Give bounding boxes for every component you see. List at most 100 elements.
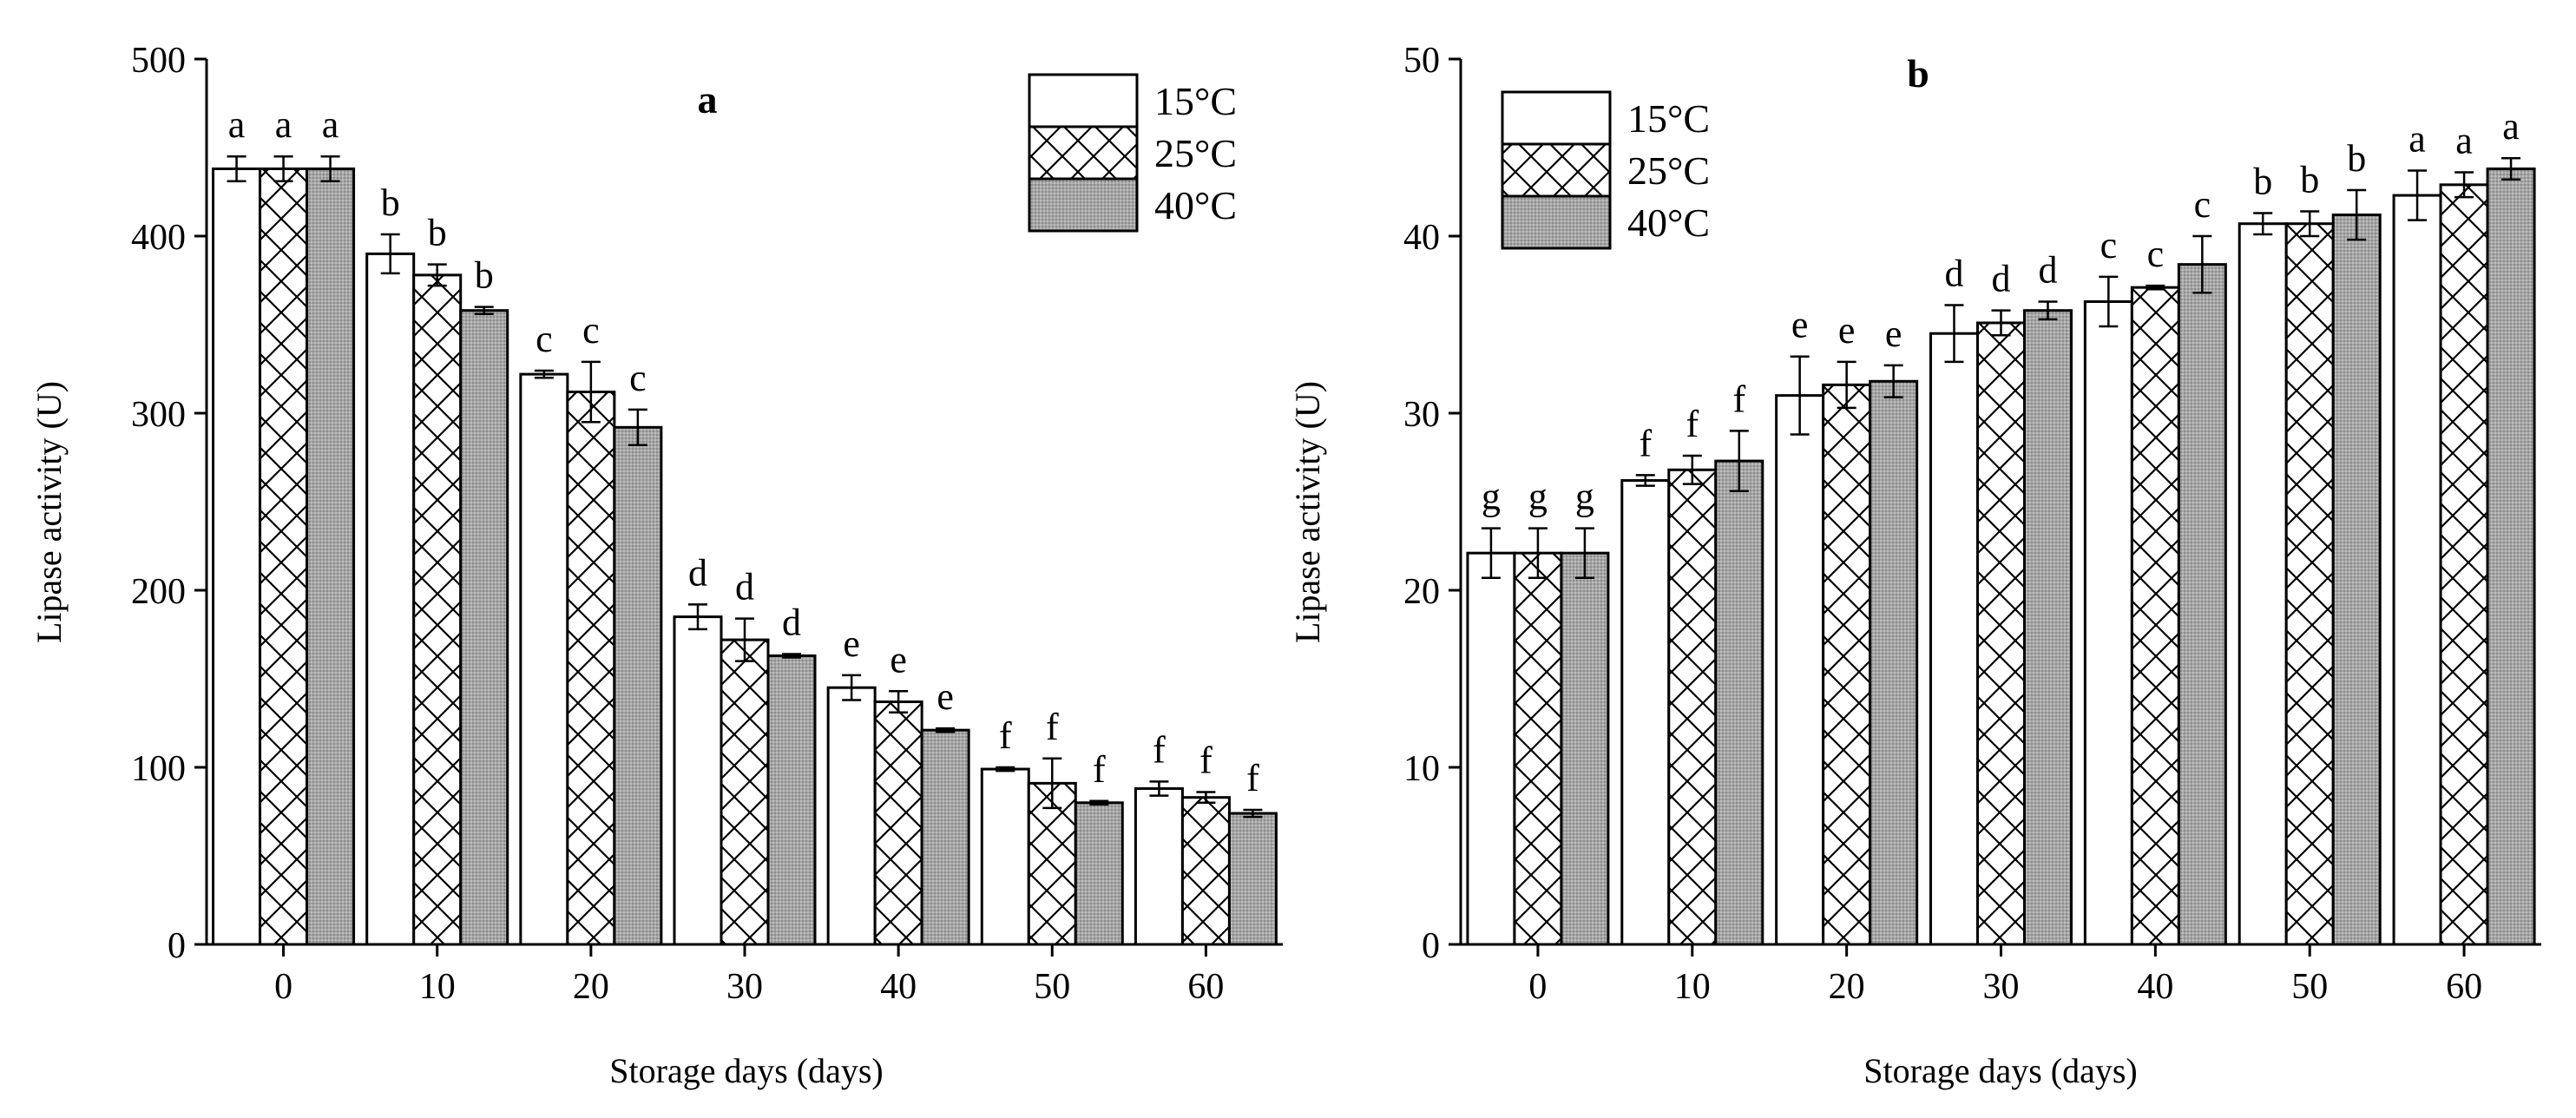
significance-letter: d bbox=[735, 566, 754, 608]
panel-b-chart: b Storage days (days) Lipase activity (U… bbox=[1288, 41, 2541, 1090]
legend-label: 40°C bbox=[1627, 201, 1710, 245]
bar bbox=[980, 767, 1030, 946]
legend-label: 15°C bbox=[1627, 96, 1710, 141]
panel-a-legend: 15°C 25°C 40°C bbox=[1028, 73, 1237, 233]
bar bbox=[412, 273, 463, 946]
bar bbox=[1667, 468, 1718, 946]
x-tick-label: 40 bbox=[880, 967, 917, 1007]
bar bbox=[766, 654, 817, 946]
bar bbox=[673, 615, 723, 946]
significance-letter: f bbox=[1153, 728, 1166, 771]
y-tick-label: 20 bbox=[1403, 572, 1440, 612]
significance-letter: f bbox=[999, 714, 1012, 757]
bar bbox=[2083, 299, 2133, 946]
bar bbox=[1822, 383, 1872, 946]
bar bbox=[1227, 812, 1278, 946]
bar bbox=[1134, 786, 1184, 946]
significance-letter: f bbox=[1046, 706, 1059, 748]
legend-swatch bbox=[1028, 73, 1139, 128]
legend-label: 40°C bbox=[1154, 183, 1237, 227]
legend-swatch bbox=[1501, 90, 1612, 146]
bar bbox=[566, 391, 616, 946]
bar bbox=[212, 167, 262, 946]
y-tick-label: 0 bbox=[168, 926, 186, 966]
bar bbox=[1976, 321, 2026, 946]
panel-a-xlabel: Storage days (days) bbox=[609, 1051, 883, 1090]
legend-swatch bbox=[1501, 194, 1612, 250]
significance-letter: d bbox=[782, 601, 801, 643]
significance-letter: a bbox=[2408, 118, 2426, 161]
significance-letter: c bbox=[582, 309, 600, 352]
significance-letter: f bbox=[1639, 422, 1652, 464]
bar bbox=[519, 372, 569, 946]
bar bbox=[2130, 286, 2180, 946]
bar bbox=[2238, 222, 2288, 946]
bar bbox=[365, 252, 416, 946]
bar bbox=[1466, 551, 1516, 946]
bar bbox=[1513, 551, 1563, 946]
significance-letter: b bbox=[2253, 160, 2272, 202]
bar bbox=[1560, 551, 1610, 946]
significance-letter: g bbox=[1575, 476, 1594, 518]
significance-letter: f bbox=[1199, 740, 1212, 782]
bar bbox=[873, 700, 923, 946]
legend-swatch bbox=[1028, 125, 1139, 181]
significance-letter: a bbox=[2455, 120, 2473, 162]
panel-b-label: b bbox=[1907, 51, 1929, 95]
significance-letter: a bbox=[228, 103, 246, 146]
significance-letter: c bbox=[536, 318, 553, 360]
panel-b-xlabel: Storage days (days) bbox=[1863, 1051, 2137, 1090]
legend-swatch bbox=[1501, 142, 1612, 198]
significance-letter: f bbox=[1686, 403, 1699, 445]
y-tick-label: 50 bbox=[1403, 41, 1440, 81]
x-tick-label: 60 bbox=[1187, 967, 1224, 1007]
x-tick-label: 60 bbox=[2446, 967, 2482, 1007]
x-tick-label: 0 bbox=[274, 967, 292, 1007]
significance-letter: b bbox=[475, 254, 494, 297]
x-tick-label: 30 bbox=[1983, 967, 2020, 1007]
significance-letter: a bbox=[275, 103, 292, 146]
bar bbox=[920, 728, 970, 946]
bar bbox=[1074, 801, 1124, 946]
significance-letter: f bbox=[1732, 378, 1745, 420]
panel-b-legend: 15°C 25°C 40°C bbox=[1501, 90, 1710, 250]
y-tick-label: 10 bbox=[1403, 749, 1440, 789]
significance-letter: a bbox=[322, 103, 339, 146]
significance-letter: f bbox=[1093, 748, 1106, 791]
panel-b-ylabel: Lipase activity (U) bbox=[1288, 381, 1327, 643]
bar bbox=[1869, 379, 1919, 946]
x-tick-label: 40 bbox=[2137, 967, 2173, 1007]
bar bbox=[2284, 222, 2335, 946]
significance-letter: c bbox=[629, 357, 647, 399]
significance-letter: d bbox=[2039, 248, 2058, 291]
significance-letter: c bbox=[2100, 224, 2118, 266]
significance-letter: b bbox=[2300, 158, 2319, 201]
legend-label: 15°C bbox=[1154, 79, 1237, 123]
bar bbox=[1775, 394, 1825, 946]
panel-a-chart: a Storage days (days) Lipase activity (U… bbox=[30, 41, 1283, 1090]
bar bbox=[2439, 183, 2489, 946]
y-tick-label: 200 bbox=[131, 572, 186, 612]
significance-letter: a bbox=[2502, 105, 2520, 148]
bar bbox=[1714, 459, 1764, 946]
bar bbox=[1180, 796, 1231, 946]
significance-letter: c bbox=[2147, 233, 2165, 275]
significance-letter: d bbox=[688, 551, 707, 594]
significance-letter: b bbox=[428, 212, 447, 254]
x-tick-label: 20 bbox=[1829, 967, 1865, 1007]
bar bbox=[826, 686, 877, 946]
bar bbox=[2392, 194, 2442, 946]
bar bbox=[1620, 479, 1671, 946]
y-tick-label: 300 bbox=[131, 395, 186, 435]
legend-swatch bbox=[1028, 177, 1139, 233]
x-tick-label: 0 bbox=[1528, 967, 1547, 1007]
significance-letter: f bbox=[1246, 757, 1259, 799]
significance-letter: c bbox=[2194, 183, 2211, 226]
significance-letter: e bbox=[1838, 309, 1856, 352]
bar bbox=[259, 167, 309, 946]
legend-label: 25°C bbox=[1154, 131, 1237, 175]
panel-a-ylabel: Lipase activity (U) bbox=[30, 381, 69, 643]
bar bbox=[720, 638, 770, 946]
